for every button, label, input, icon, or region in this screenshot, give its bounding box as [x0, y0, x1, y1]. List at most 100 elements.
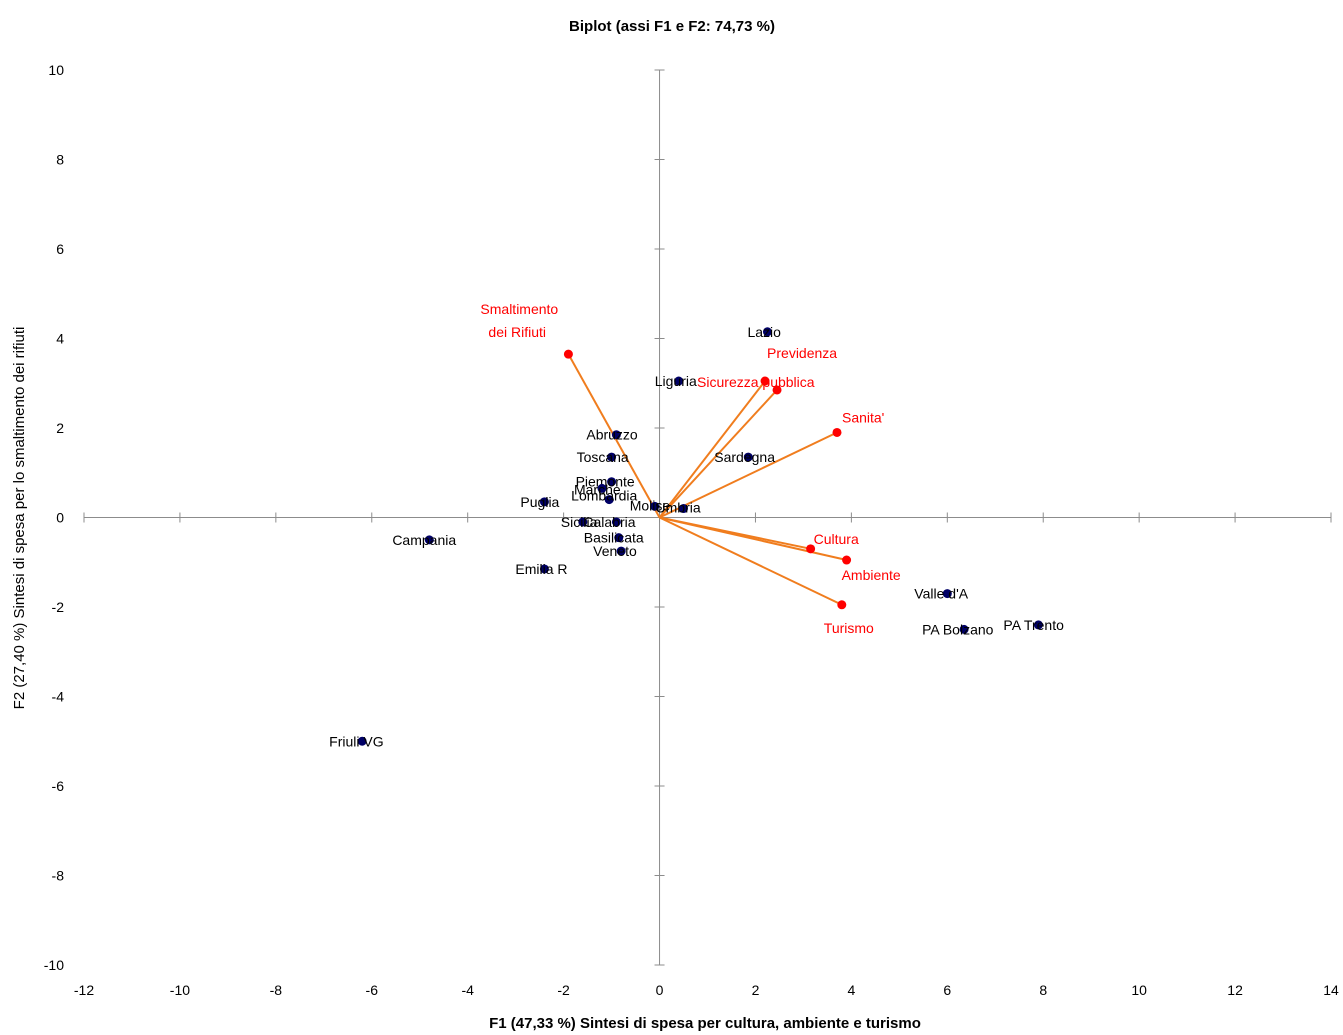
observation-point: [424, 535, 434, 545]
observation-label: Molise: [630, 497, 671, 513]
variable-label: Sanita': [842, 409, 884, 425]
observation-point: [762, 327, 772, 337]
y-tick-label: 0: [56, 510, 64, 526]
observation-point: [357, 736, 367, 746]
observation-point: [674, 376, 684, 386]
variable-vector: [659, 516, 843, 606]
y-tick-label: 4: [56, 331, 64, 347]
x-tick-label: 12: [1227, 982, 1243, 998]
variable-points: Smaltimento dei Rifiuti Previdenza Sicurezz…: [480, 301, 901, 636]
variable-point: [832, 427, 842, 437]
variable-label-line: Cultura: [814, 531, 859, 547]
observation-point: [539, 497, 549, 507]
variable-label-line: Sanita': [842, 409, 884, 425]
observation-point: [679, 504, 689, 514]
observation-point: [942, 589, 952, 599]
variable-vector: [658, 389, 778, 519]
variable-point: [806, 544, 816, 554]
variable-point: [837, 600, 847, 610]
variable-vectors: [567, 353, 847, 606]
observation-point: [607, 452, 617, 462]
observation-label: Valle d'A: [914, 586, 968, 602]
observation-point: [743, 452, 753, 462]
observation-label: Liguria: [655, 373, 697, 389]
observation-point: [1033, 620, 1043, 630]
variable-label-line: Smaltimento: [480, 301, 558, 317]
observation-label: Lombardia: [571, 488, 637, 504]
observation-label: Basilicata: [584, 530, 644, 546]
variable-label: Sicurezza pubblica: [697, 374, 815, 390]
observation-point: [616, 546, 626, 556]
observation-points: Lazio Liguria Sardegna Abruzzo Toscana Piemon…: [329, 324, 1064, 749]
observation-point: [611, 430, 621, 440]
y-tick-label: 2: [56, 420, 64, 436]
x-tick-label: -2: [557, 982, 570, 998]
observation-label: Piemonte: [576, 474, 635, 490]
variable-vector: [659, 516, 847, 561]
variable-label: Turismo: [824, 620, 874, 636]
x-axis-title: F1 (47,33 %) Sintesi di spesa per cultur…: [489, 1015, 921, 1032]
x-tick-label: -8: [270, 982, 283, 998]
observation-label: Sicilia: [561, 514, 598, 530]
variable-vector: [658, 380, 766, 519]
x-tick-label: 6: [943, 982, 951, 998]
x-tick-label: 10: [1131, 982, 1147, 998]
observation-point: [597, 483, 607, 493]
observation-point: [959, 624, 969, 634]
variable-label: Cultura: [814, 531, 859, 547]
observation-point: [604, 495, 614, 505]
y-tick-label: 6: [56, 241, 64, 257]
observation-label: Sardegna: [714, 449, 775, 465]
variable-point: [842, 555, 852, 565]
x-tick-label: -10: [170, 982, 190, 998]
observation-label: Marche: [574, 481, 621, 497]
axes: -12 -10 -8 -6 -4 -2 0 2 4 6 8 10 12 14 -10 -8 -6 -4 -2 0 2 4 6…: [44, 62, 1339, 998]
x-tick-label: 2: [752, 982, 760, 998]
observation-label: PA Trento: [1003, 617, 1064, 633]
x-tick-label: 0: [656, 982, 664, 998]
x-tick-label: 14: [1323, 982, 1339, 998]
y-tick-label: -4: [52, 689, 65, 705]
y-tick-label: 8: [56, 152, 64, 168]
y-axis-title: F2 (27,40 %) Sintesi di spesa per lo sma…: [11, 327, 28, 710]
observation-label: Toscana: [577, 449, 629, 465]
observation-point: [650, 501, 660, 511]
y-tick-label: -6: [52, 778, 65, 794]
variable-label: Previdenza: [767, 345, 837, 361]
observation-label: Umbria: [656, 500, 701, 516]
variable-point: [760, 376, 770, 386]
y-tick-label: -10: [44, 957, 64, 973]
observation-point: [578, 517, 588, 527]
variable-label: Ambiente: [842, 567, 901, 583]
variable-point: [772, 385, 782, 395]
y-tick-label: -8: [52, 868, 65, 884]
observation-label: Calabria: [583, 514, 635, 530]
variable-label-line: dei Rifiuti: [488, 324, 546, 340]
variable-label-line: Ambiente: [842, 567, 901, 583]
y-tick-label: -2: [52, 599, 65, 615]
variable-label-line: Turismo: [824, 620, 874, 636]
observation-point: [614, 533, 624, 543]
variable-vector: [659, 431, 838, 519]
chart-title: Biplot (assi F1 e F2: 74,73 %): [569, 18, 775, 35]
variable-label-line: Sicurezza pubblica: [697, 374, 815, 390]
x-tick-label: -4: [461, 982, 474, 998]
variable-label: Smaltimento dei Rifiuti: [480, 301, 558, 340]
variable-point: [563, 349, 573, 359]
observation-label: Veneto: [593, 543, 637, 559]
x-tick-label: -12: [74, 982, 94, 998]
observation-point: [539, 564, 549, 574]
observation-label: PA Bolzano: [922, 621, 994, 637]
observation-label: Puglia: [520, 494, 559, 510]
x-tick-label: -6: [366, 982, 379, 998]
observation-label: Abruzzo: [586, 427, 638, 443]
observation-label: Emilia R: [515, 561, 567, 577]
observation-point: [607, 477, 617, 487]
observation-label: Campania: [392, 532, 456, 548]
variable-label-line: Previdenza: [767, 345, 837, 361]
observation-point: [611, 517, 621, 527]
x-tick-label: 8: [1039, 982, 1047, 998]
y-tick-label: 10: [48, 62, 64, 78]
x-tick-label: 4: [847, 982, 855, 998]
